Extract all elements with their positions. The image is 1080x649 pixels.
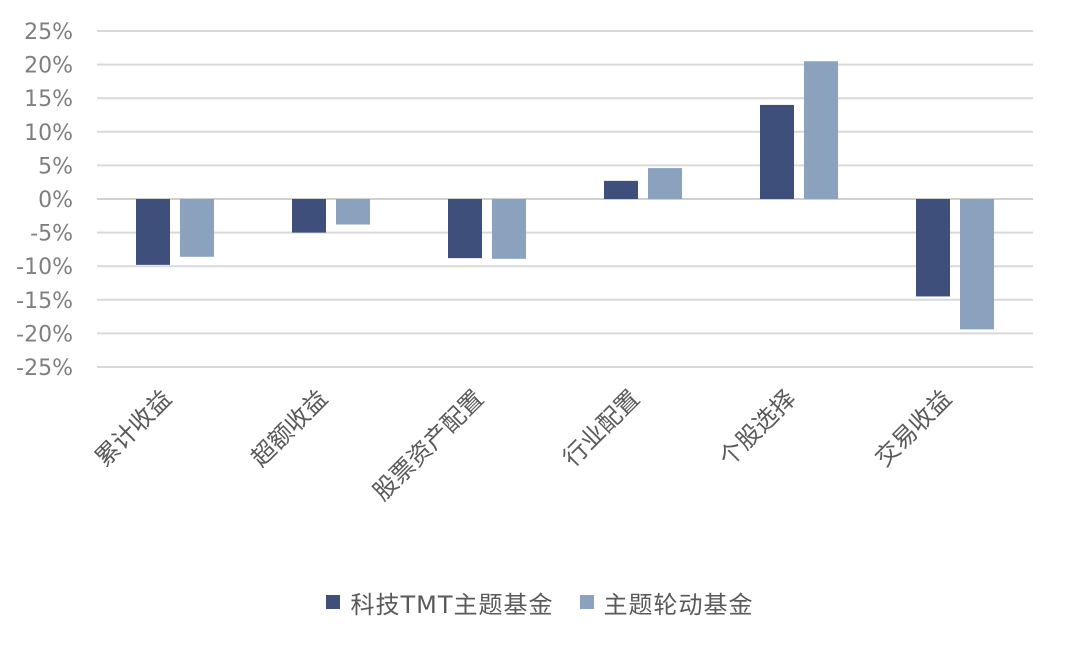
bar-series-1-1 xyxy=(136,199,170,265)
bar-series-1-3 xyxy=(448,199,482,259)
y-tick-label: -25% xyxy=(16,356,73,381)
bar-series-1-4 xyxy=(604,180,638,199)
y-tick-label: 10% xyxy=(24,121,73,146)
bar-series-2-6 xyxy=(960,199,994,330)
legend-item-series-1: 科技TMT主题基金 xyxy=(326,585,553,620)
y-tick-label: -10% xyxy=(16,255,73,280)
legend-label-series-1: 科技TMT主题基金 xyxy=(350,590,554,619)
bar-series-2-3 xyxy=(492,199,526,259)
bar-series-2-1 xyxy=(180,199,214,257)
y-tick-label: -5% xyxy=(30,222,73,247)
bar-series-1-5 xyxy=(760,104,794,199)
x-category-label: 个股选择 xyxy=(714,384,802,472)
bars xyxy=(136,61,994,330)
y-tick-label: 25% xyxy=(24,20,73,45)
bar-series-1-2 xyxy=(292,199,326,233)
legend-swatch-series-2 xyxy=(579,595,594,609)
bar-series-2-5 xyxy=(804,61,838,199)
y-tick-label: 0% xyxy=(38,188,73,213)
legend-label-series-2: 主题轮动基金 xyxy=(603,590,754,619)
bar-series-2-2 xyxy=(336,199,370,225)
y-axis-tick-labels: 25% 20% 15% 10% 5% 0% -5% -10% -15% -20% -25% xyxy=(16,20,73,381)
legend-item-series-2: 主题轮动基金 xyxy=(579,585,754,620)
y-tick-label: 15% xyxy=(24,87,73,112)
bar-chart: 25% 20% 15% 10% 5% 0% -5% -10% -15% -20% -25% 累计收益… xyxy=(16,20,1033,506)
x-category-label: 行业配置 xyxy=(558,384,646,472)
x-category-label: 交易收益 xyxy=(870,384,958,472)
legend-swatch-series-1 xyxy=(326,595,341,609)
y-tick-label: 20% xyxy=(24,54,73,79)
legend: 科技TMT主题基金 主题轮动基金 xyxy=(0,584,1080,620)
x-axis-category-labels: 累计收益 超额收益 股票资产配置 行业配置 个股选择 交易收益 xyxy=(90,384,958,506)
y-tick-label: 5% xyxy=(38,154,73,179)
y-tick-label: -15% xyxy=(16,289,73,314)
bar-series-2-4 xyxy=(648,168,682,199)
x-category-label: 累计收益 xyxy=(90,384,178,472)
x-category-label: 超额收益 xyxy=(246,384,334,472)
x-category-label: 股票资产配置 xyxy=(368,384,490,506)
gridlines xyxy=(97,30,1033,368)
y-tick-label: -20% xyxy=(16,322,73,347)
bar-series-1-6 xyxy=(916,199,950,297)
